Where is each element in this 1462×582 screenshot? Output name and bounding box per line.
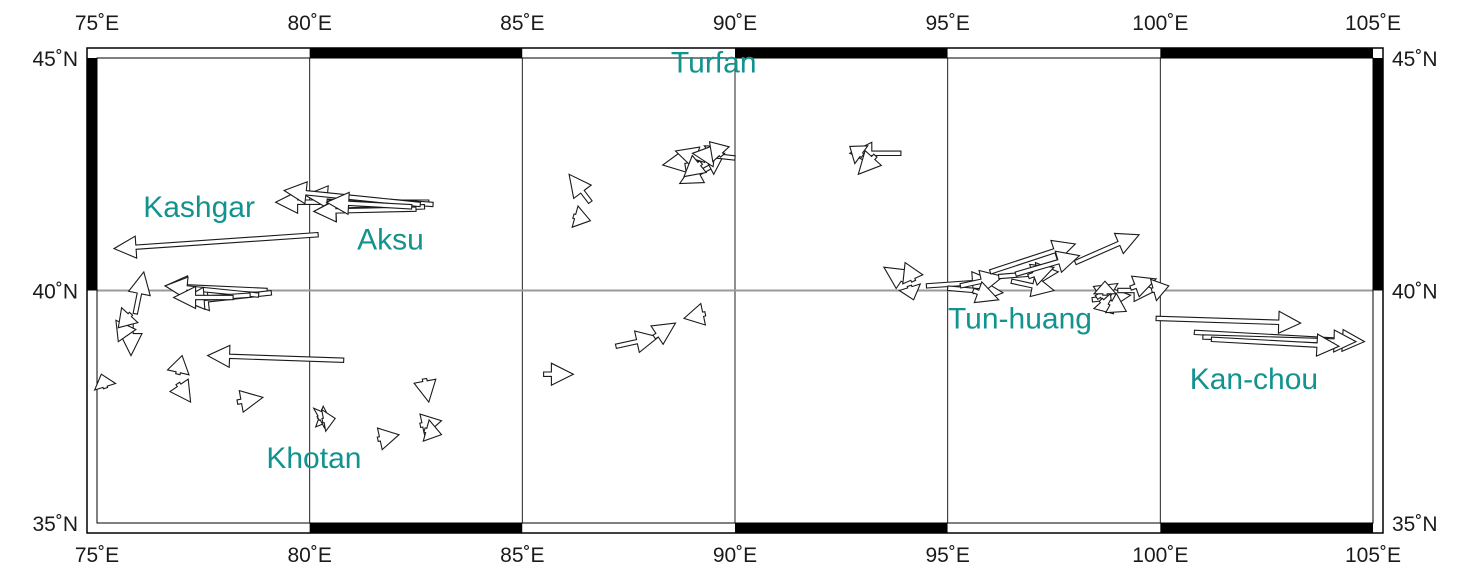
velocity-arrow (971, 280, 1000, 304)
place-label: Kashgar (143, 191, 255, 224)
lon-tick-label-top: 100˚E (1132, 12, 1188, 35)
frame-bar-left (87, 290, 97, 523)
velocity-arrow (857, 149, 883, 176)
lon-tick-label-bottom: 85˚E (500, 544, 544, 567)
velocity-arrow (117, 306, 140, 329)
lon-tick-label-top: 85˚E (500, 12, 544, 35)
velocity-arrow (1210, 333, 1341, 357)
lat-tick-label-right: 40˚N (1392, 281, 1438, 304)
frame-bar-top (522, 48, 735, 58)
place-label: Kan-chou (1190, 363, 1318, 396)
velocity-arrow (206, 344, 345, 369)
frame-bar-top (947, 48, 1161, 58)
velocity-arrow (320, 408, 336, 433)
lat-tick-label-left: 35˚N (32, 513, 78, 536)
latitude-tick-labels: 45˚N 45˚N 40˚N 40˚N 35˚N 35˚N (32, 48, 1437, 536)
map-frame-bars (87, 48, 1383, 533)
velocity-arrow (93, 373, 117, 391)
map-frame (86, 47, 1384, 534)
lat-tick-label-right: 35˚N (1392, 513, 1438, 536)
velocity-arrow (849, 145, 869, 165)
lon-tick-label-top: 75˚E (75, 12, 119, 35)
velocity-arrow (376, 427, 401, 451)
velocity-arrow (650, 322, 677, 346)
frame-bar-top (97, 48, 310, 58)
longitude-tick-labels: 75˚E 75˚E 80˚E 80˚E 85˚E 85˚E 90˚E 90˚E 95˚E 95˚E… (75, 12, 1401, 567)
velocity-arrow (543, 362, 575, 387)
frame-bar-bottom (735, 523, 948, 533)
velocity-arrow (1149, 278, 1170, 302)
velocity-arrow (1073, 232, 1141, 266)
lon-tick-label-bottom: 75˚E (75, 544, 119, 567)
frame-bar-top (309, 48, 523, 58)
lon-tick-label-top: 90˚E (713, 12, 757, 35)
velocity-arrow (325, 191, 413, 216)
lat-tick-label-left: 40˚N (32, 281, 78, 304)
map-inner-border (96, 57, 1374, 524)
velocity-arrow (172, 285, 234, 310)
velocity-arrow (1155, 310, 1302, 335)
velocity-arrow (166, 354, 190, 376)
velocity-arrow (902, 261, 924, 285)
place-labels: Turfan Kashgar Aksu Tun-huang Kan-chou Khotan (143, 47, 1318, 475)
frame-bar-right (1373, 58, 1383, 291)
frame-bar-bottom (309, 523, 523, 533)
velocity-arrow (898, 283, 922, 301)
map-outer-border (86, 47, 1384, 534)
velocity-arrow (708, 140, 731, 163)
lon-tick-label-bottom: 100˚E (1132, 544, 1188, 567)
frame-bar-top (735, 48, 948, 58)
place-label: Turfan (671, 47, 757, 80)
velocity-arrow (236, 389, 265, 414)
frame-bar-bottom (97, 523, 310, 533)
frame-bar-bottom (1160, 523, 1373, 533)
velocity-arrow (1104, 292, 1128, 314)
velocity-arrow (422, 418, 443, 442)
velocity-arrow (683, 154, 708, 178)
velocity-arrow (168, 378, 192, 404)
frame-bar-left (87, 58, 97, 291)
lat-tick-label-right: 45˚N (1392, 48, 1438, 71)
velocity-arrow (1129, 275, 1158, 298)
velocity-arrow (1014, 250, 1081, 277)
place-label: Khotan (266, 442, 361, 475)
lon-tick-label-bottom: 105˚E (1345, 544, 1401, 567)
lon-tick-label-top: 80˚E (287, 12, 331, 35)
velocity-arrow (112, 231, 319, 259)
velocity-arrow (682, 302, 707, 326)
place-label: Tun-huang (948, 302, 1092, 335)
velocity-arrow (127, 270, 151, 315)
lon-tick-label-bottom: 90˚E (713, 544, 757, 567)
frame-bar-bottom (947, 523, 1161, 533)
frame-bar-right (1373, 290, 1383, 523)
frame-bar-top (1160, 48, 1373, 58)
lon-tick-label-top: 105˚E (1345, 12, 1401, 35)
velocity-arrows (93, 140, 1366, 451)
lon-tick-label-bottom: 80˚E (287, 544, 331, 567)
velocity-arrow (413, 377, 437, 404)
velocity-arrow (1092, 280, 1118, 296)
velocity-arrow (614, 330, 660, 354)
lat-tick-label-left: 45˚N (32, 48, 78, 71)
velocity-arrow (571, 204, 592, 229)
velocity-arrow (568, 173, 593, 205)
place-label: Aksu (357, 223, 424, 256)
frame-bar-bottom (522, 523, 735, 533)
lon-tick-label-bottom: 95˚E (925, 544, 969, 567)
velocity-arrow (1010, 274, 1056, 298)
velocity-arrow (988, 239, 1077, 275)
lon-tick-label-top: 95˚E (925, 12, 969, 35)
